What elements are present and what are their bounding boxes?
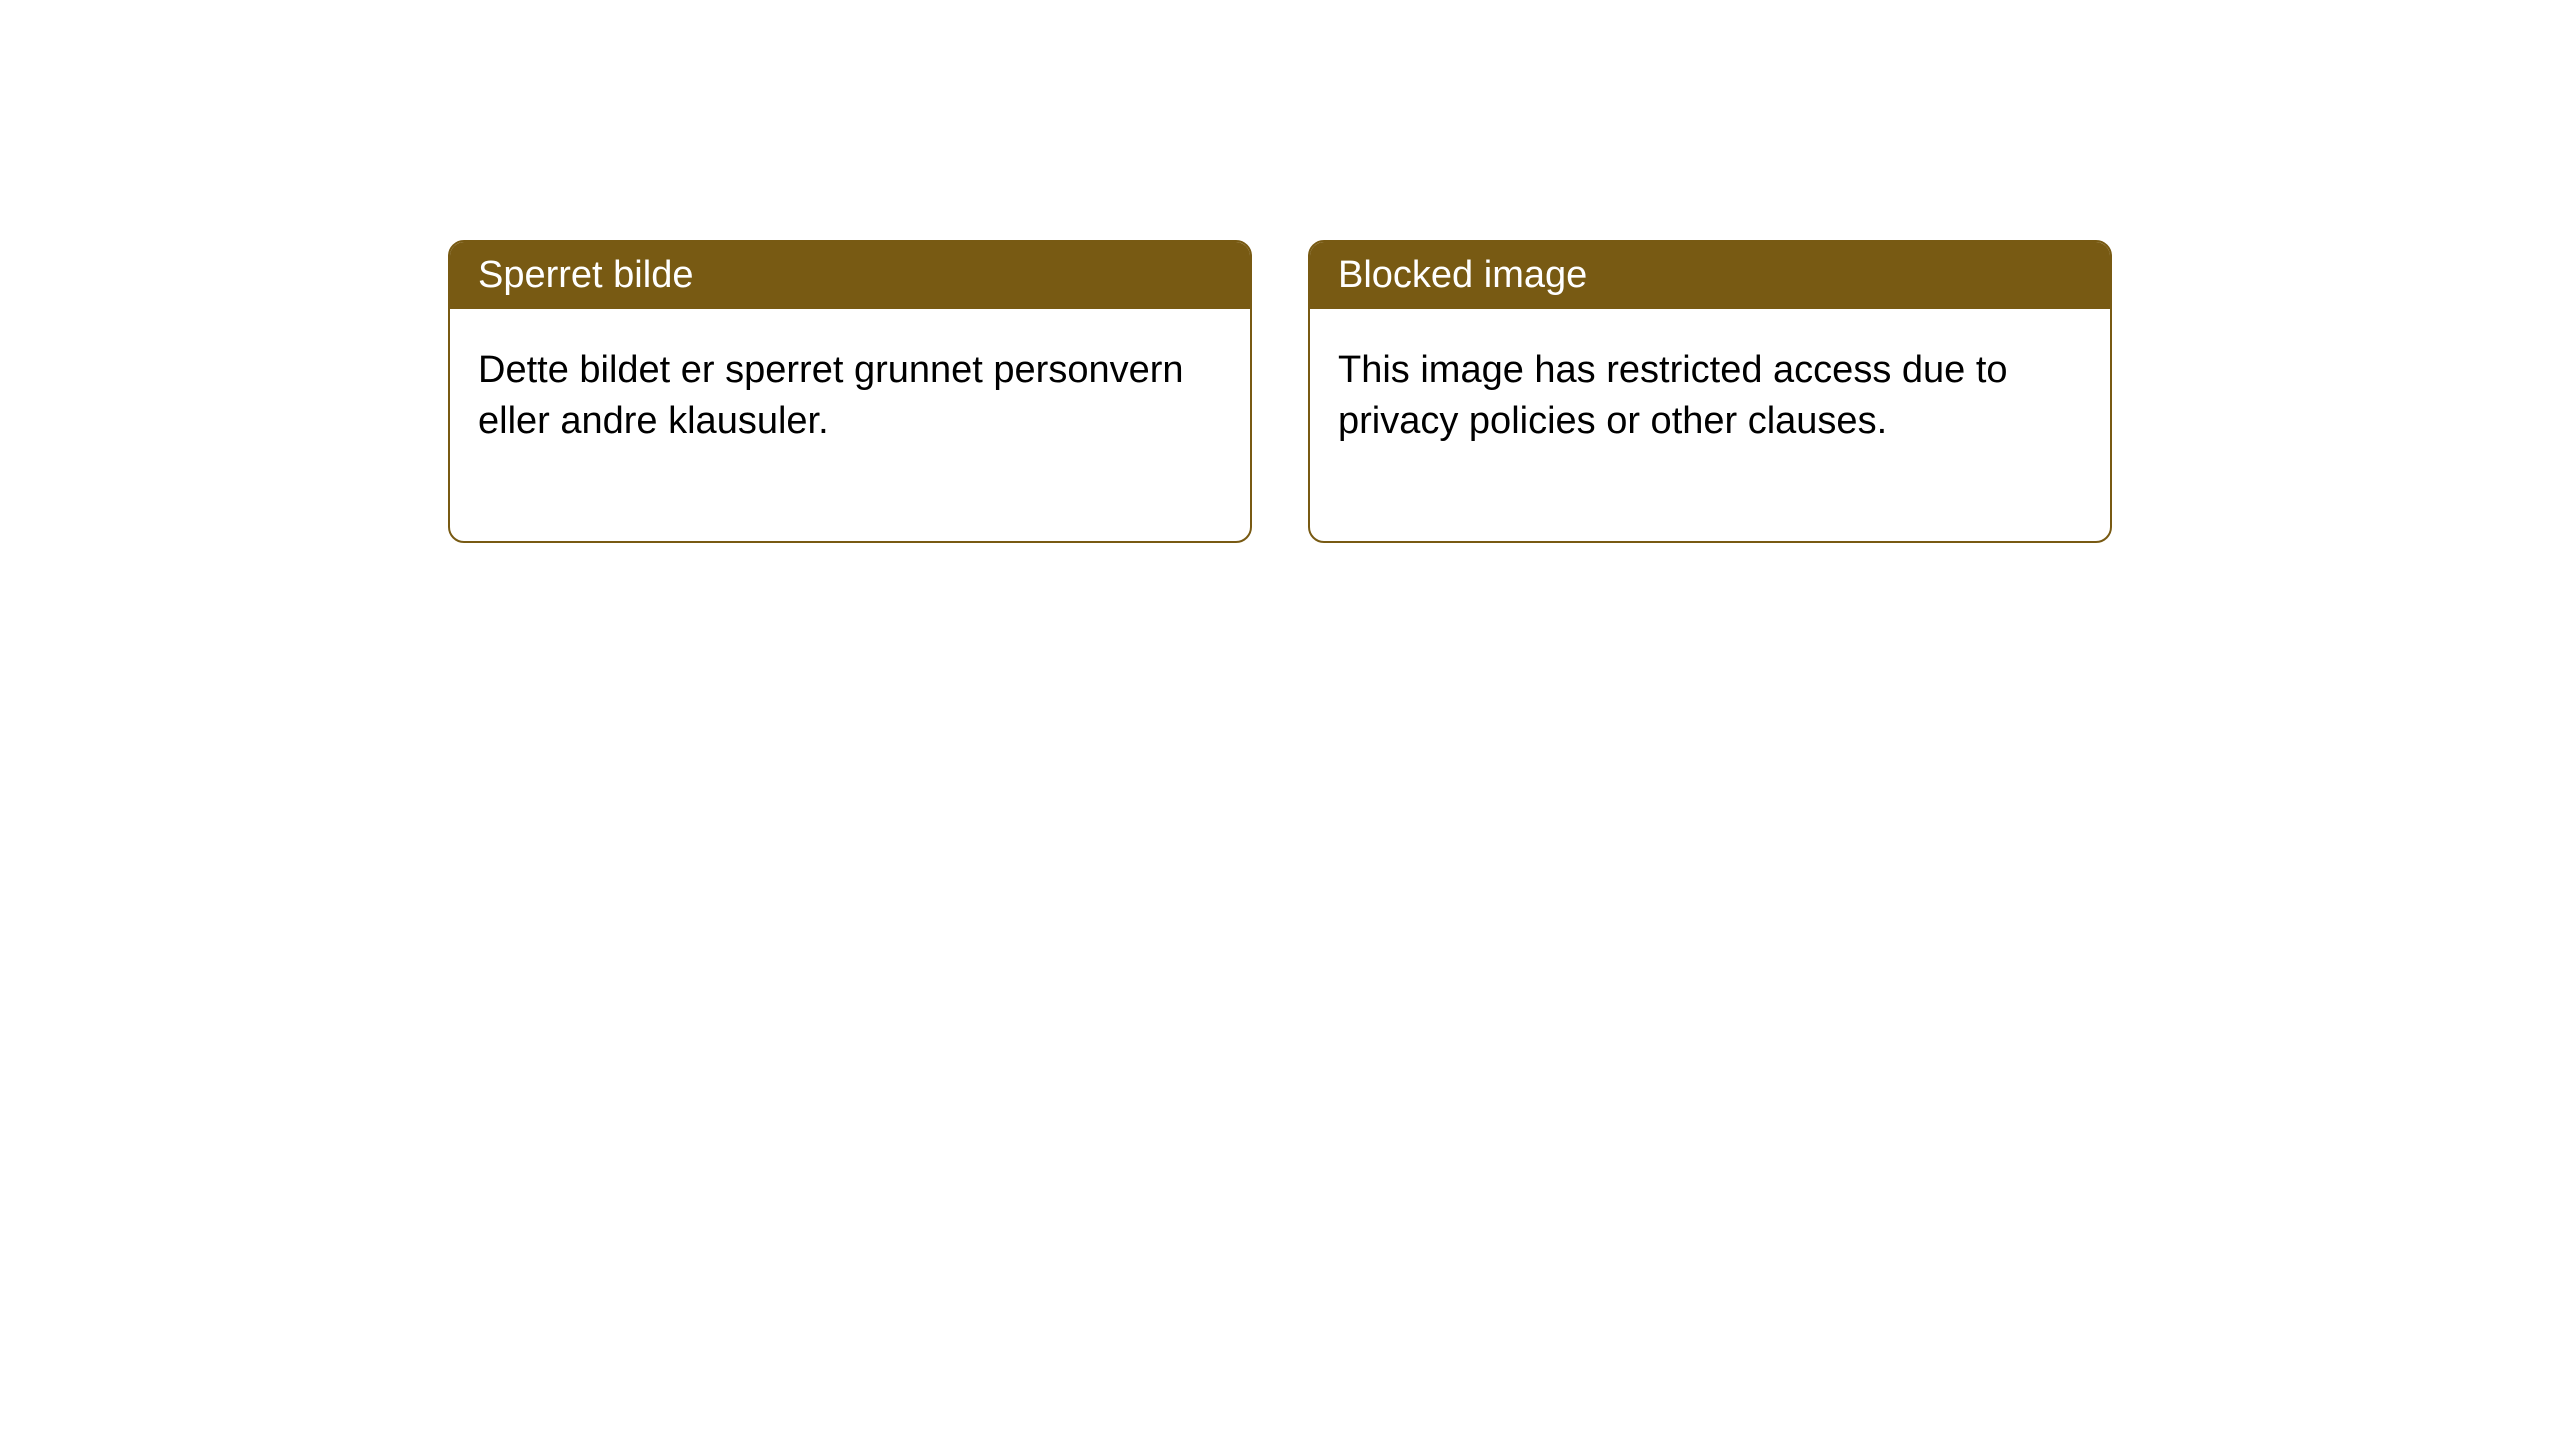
notice-title: Sperret bilde	[450, 242, 1250, 309]
notice-body: This image has restricted access due to …	[1310, 309, 2110, 541]
notice-title: Blocked image	[1310, 242, 2110, 309]
notices-container: Sperret bilde Dette bildet er sperret gr…	[0, 0, 2560, 543]
notice-box-norwegian: Sperret bilde Dette bildet er sperret gr…	[448, 240, 1252, 543]
notice-box-english: Blocked image This image has restricted …	[1308, 240, 2112, 543]
notice-body: Dette bildet er sperret grunnet personve…	[450, 309, 1250, 541]
